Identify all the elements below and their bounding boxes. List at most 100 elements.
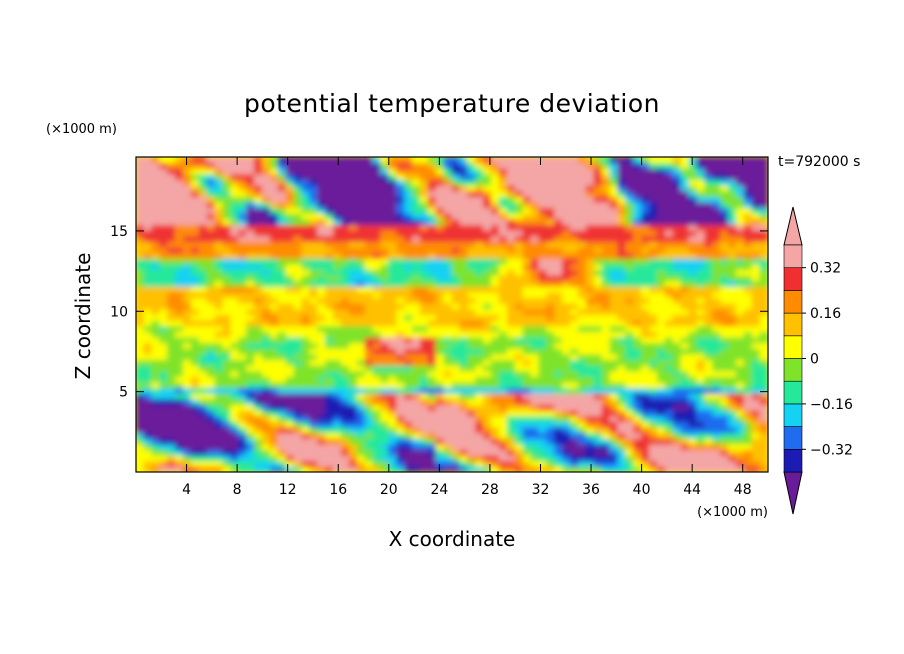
field-cell xyxy=(388,212,398,220)
field-cell xyxy=(562,224,571,231)
field-cell xyxy=(451,173,461,180)
field-cell xyxy=(364,449,374,456)
field-cell xyxy=(151,218,161,225)
field-cell xyxy=(419,280,429,287)
field-cell xyxy=(656,364,666,372)
field-cell xyxy=(664,314,674,321)
field-cell xyxy=(704,454,714,462)
field-cell xyxy=(151,465,161,472)
field-cell xyxy=(206,162,216,169)
field-cell xyxy=(609,224,619,231)
field-cell xyxy=(419,449,429,456)
field-cell xyxy=(151,240,161,248)
field-cell xyxy=(246,398,255,405)
field-cell xyxy=(159,263,169,270)
field-cell xyxy=(309,454,319,462)
field-cell xyxy=(214,426,224,434)
field-cell xyxy=(641,162,650,169)
field-cell xyxy=(562,420,571,428)
field-cell xyxy=(459,280,469,287)
field-cell xyxy=(293,415,303,422)
field-cell xyxy=(680,162,690,169)
field-cell xyxy=(175,257,184,265)
field-cell xyxy=(435,207,445,214)
field-cell xyxy=(649,336,658,344)
field-cell xyxy=(641,195,650,203)
field-cell xyxy=(475,246,485,254)
field-cell xyxy=(688,319,698,327)
field-cell xyxy=(254,167,263,175)
field-cell xyxy=(309,359,319,366)
field-cell xyxy=(388,375,398,383)
field-cell xyxy=(364,308,374,315)
field-cell xyxy=(696,195,706,203)
field-cell xyxy=(585,420,595,428)
field-cell xyxy=(593,263,603,270)
field-cell xyxy=(530,235,540,242)
field-cell xyxy=(364,190,374,197)
field-cell xyxy=(246,224,255,231)
field-cell xyxy=(680,252,690,259)
field-cell xyxy=(672,426,682,434)
field-cell xyxy=(735,353,745,360)
field-cell xyxy=(427,157,437,164)
field-cell xyxy=(720,342,729,349)
field-cell xyxy=(182,201,192,209)
field-cell xyxy=(475,342,485,349)
field-cell xyxy=(491,443,500,450)
field-cell xyxy=(340,302,350,310)
field-cell xyxy=(664,218,674,225)
field-cell xyxy=(609,291,619,299)
field-cell xyxy=(593,359,603,366)
field-cell xyxy=(601,325,611,332)
field-cell xyxy=(570,297,579,304)
field-cell xyxy=(451,263,461,270)
field-cell xyxy=(577,347,587,355)
field-cell xyxy=(325,235,334,242)
field-cell xyxy=(459,330,469,338)
field-cell xyxy=(230,347,240,355)
field-cell xyxy=(633,212,643,220)
field-cell xyxy=(333,285,342,293)
field-cell xyxy=(704,347,714,355)
field-cell xyxy=(136,302,145,310)
field-cell xyxy=(475,437,485,445)
field-cell xyxy=(570,280,579,287)
field-cell xyxy=(388,257,398,265)
field-cell xyxy=(246,274,255,282)
field-cell xyxy=(167,190,176,197)
field-cell xyxy=(301,218,311,225)
field-cell xyxy=(412,347,421,355)
field-cell xyxy=(680,285,690,293)
field-cell xyxy=(301,426,311,434)
field-cell xyxy=(530,291,540,299)
field-cell xyxy=(593,167,603,175)
field-cell xyxy=(656,336,666,344)
field-cell xyxy=(348,443,358,450)
field-cell xyxy=(301,420,311,428)
field-cell xyxy=(554,353,564,360)
field-cell xyxy=(230,157,240,164)
field-cell xyxy=(656,398,666,405)
field-cell xyxy=(743,415,753,422)
field-cell xyxy=(451,252,461,259)
field-cell xyxy=(396,336,406,344)
field-cell xyxy=(514,314,524,321)
field-cell xyxy=(182,167,192,175)
field-cell xyxy=(309,387,319,394)
field-cell xyxy=(198,173,208,180)
field-cell xyxy=(522,420,532,428)
field-cell xyxy=(712,302,722,310)
field-cell xyxy=(380,443,390,450)
field-cell xyxy=(238,342,248,349)
field-cell xyxy=(609,201,619,209)
field-cell xyxy=(238,218,248,225)
field-cell xyxy=(325,280,334,287)
field-cell xyxy=(206,285,216,293)
field-cell xyxy=(704,460,714,467)
field-cell xyxy=(214,364,224,372)
field-cell xyxy=(759,190,768,197)
field-cell xyxy=(285,302,295,310)
field-cell xyxy=(601,212,611,220)
field-cell xyxy=(704,342,714,349)
